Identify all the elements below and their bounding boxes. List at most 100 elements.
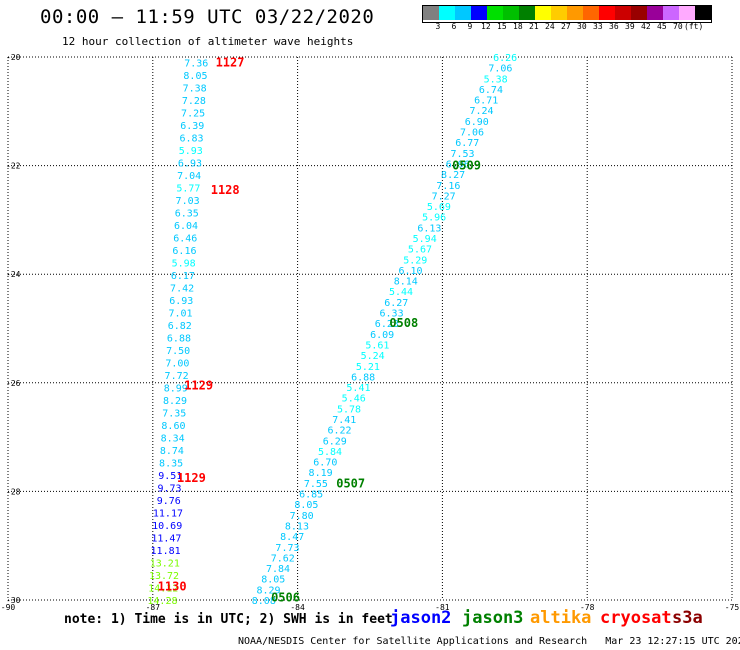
color-scale-bar: [422, 5, 712, 23]
scale-swatch: [583, 6, 599, 20]
swh-value-label: 7.06: [488, 64, 512, 75]
swh-value-label: 8.13: [285, 521, 309, 532]
y-tick-label: -20: [6, 53, 21, 62]
swh-value-label: 7.41: [332, 415, 356, 426]
swh-value-label: 8.35: [159, 458, 183, 469]
time-label: 0509: [452, 159, 481, 173]
scale-label: (ft): [684, 22, 704, 31]
scale-label: 27: [561, 22, 571, 31]
swh-value-label: 6.22: [327, 426, 351, 437]
time-label: 0507: [336, 476, 365, 490]
time-label: 1129: [184, 379, 213, 393]
legend-s3a: s3a: [672, 608, 703, 628]
swh-value-label: 8.99: [164, 383, 188, 394]
swh-value-label: 5.84: [318, 447, 342, 458]
swh-value-label: 6.04: [174, 221, 198, 232]
scale-label: 3: [435, 22, 441, 31]
scale-swatch: [519, 6, 535, 20]
swh-value-label: 5.96: [422, 213, 446, 224]
swh-value-label: 13.21: [150, 558, 180, 569]
swh-value-label: 7.04: [177, 171, 201, 182]
swh-value-label: 6.74: [479, 85, 503, 96]
y-tick-label: -22: [6, 162, 21, 171]
scale-swatch: [663, 6, 679, 20]
time-label: 0508: [389, 316, 418, 330]
scale-swatch: [567, 6, 583, 20]
legend-jason2: jason2: [390, 608, 452, 628]
y-tick-label: -26: [6, 379, 21, 388]
swh-value-label: 8.60: [161, 421, 185, 432]
swh-value-label: 8.05: [294, 500, 318, 511]
time-label: 1128: [211, 183, 240, 197]
scale-label: 42: [641, 22, 651, 31]
swh-value-label: 9.51: [158, 471, 182, 482]
swh-value-label: 9.76: [157, 496, 181, 507]
scale-label: 18: [513, 22, 523, 31]
swh-value-label: 7.06: [460, 128, 484, 139]
swh-value-label: 7.84: [266, 564, 290, 575]
x-tick-label: -87: [146, 603, 161, 612]
swh-value-label: 7.42: [170, 283, 194, 294]
scale-swatch: [695, 6, 711, 20]
swh-value-label: 8.29: [163, 396, 187, 407]
swh-value-label: 8.05: [261, 575, 285, 586]
scale-swatch: [455, 6, 471, 20]
y-tick-label: -28: [6, 487, 21, 496]
swh-value-label: 7.80: [290, 511, 314, 522]
swh-value-label: 6.33: [380, 309, 404, 320]
time-label: 1127: [216, 55, 245, 69]
swh-value-label: 8.27: [441, 170, 465, 181]
swh-value-label: 7.03: [176, 196, 200, 207]
swh-value-label: 6.71: [474, 96, 498, 107]
swh-value-label: 6.70: [313, 458, 337, 469]
swh-value-label: 6.35: [175, 208, 199, 219]
scale-label: 15: [497, 22, 507, 31]
swh-value-label: 8.47: [280, 532, 304, 543]
legend-jason3: jason3: [462, 608, 524, 628]
swh-value-label: 5.67: [408, 245, 432, 256]
legend-altika: altika: [530, 608, 592, 628]
legend-cryosat: cryosat: [600, 608, 672, 628]
swh-value-label: 7.36: [184, 58, 208, 69]
swh-value-label: 6.16: [172, 246, 196, 257]
swh-value-label: 6.26: [493, 53, 517, 64]
scale-label: 45: [657, 22, 667, 31]
swh-value-label: 7.62: [271, 553, 295, 564]
scale-swatch: [439, 6, 455, 20]
swh-value-label: 8.74: [160, 446, 184, 457]
swh-value-label: 6.13: [417, 223, 441, 234]
swh-value-label: 11.81: [151, 546, 181, 557]
x-tick-label: -90: [1, 603, 16, 612]
swh-value-label: 6.46: [173, 233, 197, 244]
x-tick-label: -78: [580, 603, 595, 612]
time-label: 1129: [177, 471, 206, 485]
swh-value-label: 5.38: [484, 74, 508, 85]
scale-swatch: [599, 6, 615, 20]
color-scale-labels: 3 6 9 12 15 18 21 24 27 30 33 36 39 42 45 70 (ft): [422, 22, 740, 34]
swh-value-label: 7.73: [275, 543, 299, 554]
time-label: 1130: [158, 579, 187, 593]
swh-value-label: 6.85: [299, 490, 323, 501]
swh-value-label: 6.17: [171, 271, 195, 282]
swh-value-label: 6.29: [323, 436, 347, 447]
swh-value-label: 6.93: [178, 158, 202, 169]
swh-value-label: 6.82: [168, 321, 192, 332]
swh-value-label: 10.69: [152, 521, 182, 532]
swh-value-label: 5.93: [179, 146, 203, 157]
scale-swatch: [551, 6, 567, 20]
scale-label: 24: [545, 22, 555, 31]
swh-value-label: 6.10: [398, 266, 422, 277]
scale-swatch: [647, 6, 663, 20]
swh-value-label: 11.17: [153, 508, 183, 519]
swh-value-label: 6.90: [465, 117, 489, 128]
swh-value-label: 8.19: [309, 468, 333, 479]
scale-label: 6: [451, 22, 457, 31]
scale-label: 39: [625, 22, 635, 31]
swh-value-label: 5.98: [172, 258, 196, 269]
x-tick-label: -81: [435, 603, 450, 612]
swh-value-label: 7.00: [165, 358, 189, 369]
chart-subtitle: 12 hour collection of altimeter wave hei…: [62, 35, 354, 48]
swh-value-label: 8.29: [256, 585, 280, 596]
scale-label: 30: [577, 22, 587, 31]
swh-value-label: 7.01: [168, 308, 192, 319]
